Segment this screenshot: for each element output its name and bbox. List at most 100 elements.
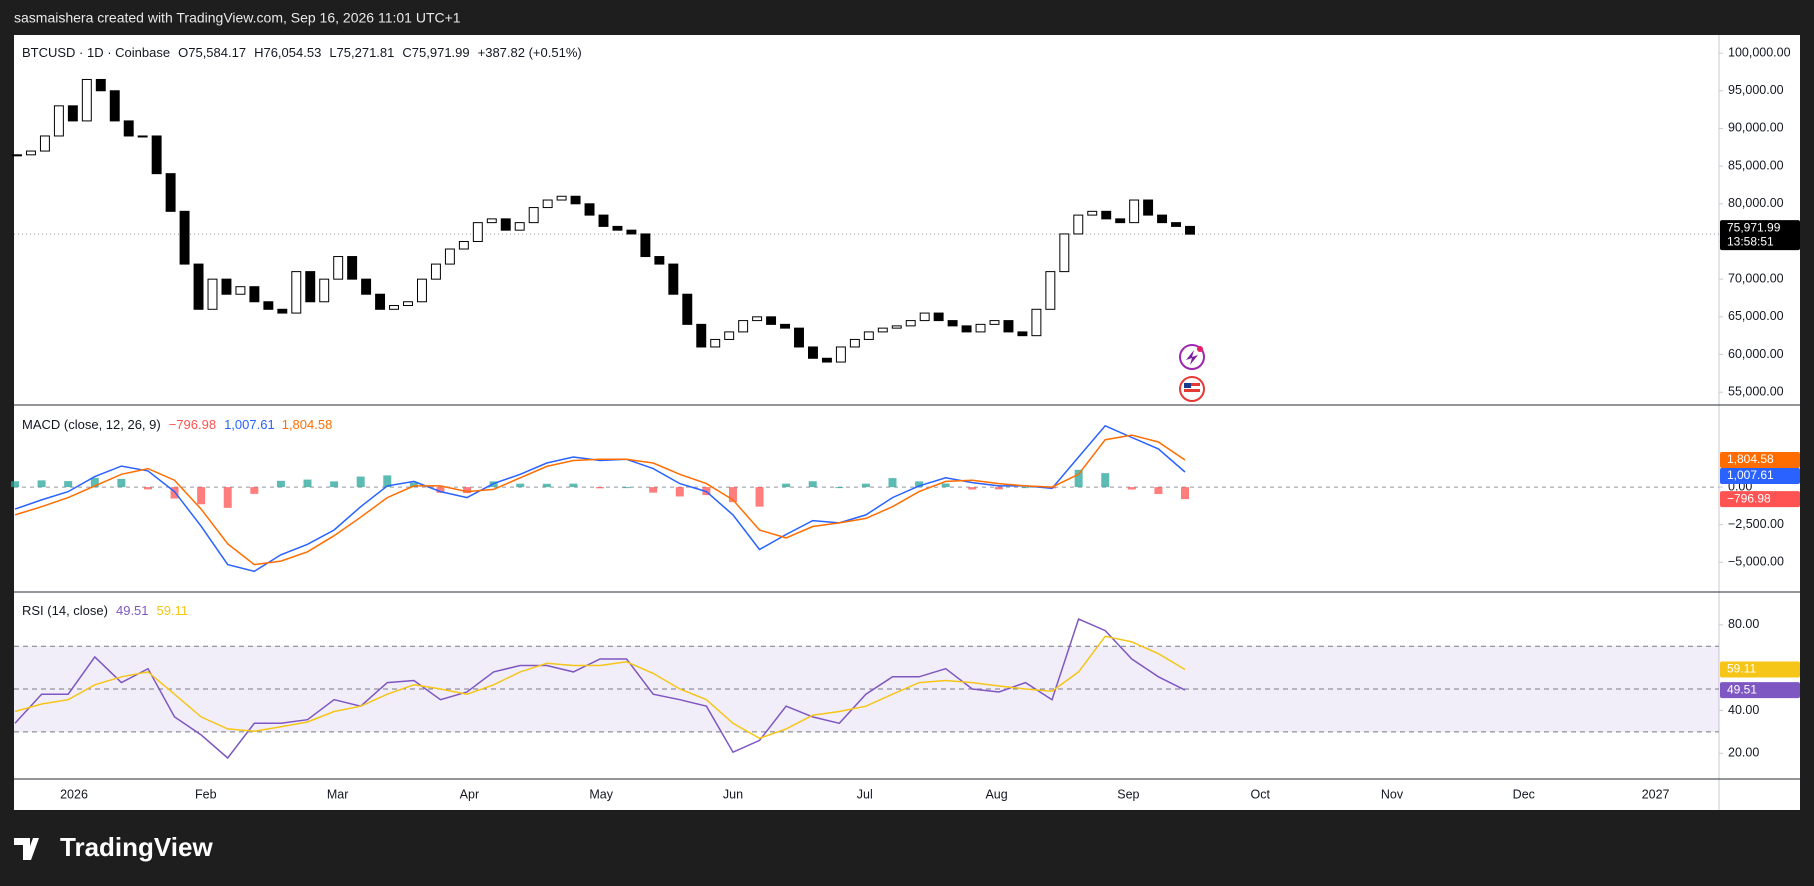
value-box-label: 49.51 xyxy=(1727,682,1757,696)
change: +387.82 (+0.51%) xyxy=(478,45,582,60)
candle-body xyxy=(598,214,609,227)
candle-body xyxy=(179,210,190,265)
candle-body xyxy=(12,154,22,157)
logo-text: TradingView xyxy=(60,832,213,862)
value-box xyxy=(1720,661,1800,678)
candle-body xyxy=(1157,214,1168,224)
candle-body xyxy=(891,325,902,329)
candle-body xyxy=(570,195,581,205)
value-box xyxy=(1720,682,1800,699)
candle-body xyxy=(696,323,707,348)
histogram-bar xyxy=(143,487,152,490)
candle-body xyxy=(1171,222,1182,227)
candle-body xyxy=(668,263,679,295)
candle-body xyxy=(109,90,120,122)
candle-body xyxy=(319,278,330,303)
ohlc-key: H xyxy=(254,45,263,60)
candle-body xyxy=(766,316,777,325)
candle-body xyxy=(710,338,721,348)
icon-canton xyxy=(1184,383,1191,388)
histogram-bar xyxy=(968,487,977,490)
histogram-bar xyxy=(888,478,897,488)
candle-body xyxy=(263,301,274,310)
value-box xyxy=(1720,491,1800,508)
candle-body xyxy=(835,346,846,363)
event-icon[interactable] xyxy=(1179,344,1205,370)
candle-body xyxy=(137,135,148,138)
histogram-bar xyxy=(330,481,339,488)
candle-body xyxy=(626,229,637,235)
candle-body xyxy=(333,256,344,280)
indicator-title: RSI (14, close) xyxy=(22,603,108,618)
candle-body xyxy=(821,357,832,363)
y-tick-label: 80,000.00 xyxy=(1728,196,1784,210)
candle-body xyxy=(1045,271,1056,310)
x-tick-label: Oct xyxy=(1250,787,1270,801)
candle-body xyxy=(738,320,749,333)
candle-body xyxy=(640,233,651,258)
histogram-bar xyxy=(90,477,99,488)
histogram-bar xyxy=(622,487,631,489)
candle-body xyxy=(947,320,958,327)
histogram-bar xyxy=(1181,487,1189,500)
candle-body xyxy=(514,222,525,231)
candle-body xyxy=(807,346,818,359)
legend: BTCUSD · 1D · Coinbase O75,584.17 H76,054.… xyxy=(22,45,582,60)
footer-logo[interactable]: TradingView xyxy=(14,832,213,862)
histogram-bar xyxy=(356,476,365,488)
candle-body xyxy=(877,327,888,333)
candle-body xyxy=(95,78,106,92)
y-tick-label: 70,000.00 xyxy=(1728,271,1784,285)
candle-body xyxy=(1031,308,1042,337)
rsi-band xyxy=(14,646,1719,732)
candle-body xyxy=(123,120,134,137)
candle-body xyxy=(361,278,372,295)
histogram-bar xyxy=(11,481,19,488)
x-tick-label: Jun xyxy=(723,787,743,801)
price-box xyxy=(1720,220,1800,251)
candle-body xyxy=(53,105,64,137)
histogram-bar xyxy=(64,481,73,488)
histogram-bar xyxy=(835,487,844,489)
candle-body xyxy=(752,316,763,322)
candle-body xyxy=(1017,331,1028,337)
histogram-bar xyxy=(197,487,206,505)
y-tick-label: 40.00 xyxy=(1728,703,1759,717)
histogram-bar xyxy=(755,487,764,507)
histogram-bar xyxy=(569,483,578,488)
candle-body xyxy=(305,271,316,303)
candle-body xyxy=(1073,214,1084,235)
candle-body xyxy=(151,135,162,175)
histogram-bar xyxy=(941,483,950,488)
flag-icon[interactable] xyxy=(1179,376,1205,402)
price-box-countdown: 13:58:51 xyxy=(1727,234,1774,248)
histogram-bar xyxy=(516,483,525,488)
x-tick-label: Apr xyxy=(460,787,479,801)
histogram-bar xyxy=(117,478,126,488)
candle-body xyxy=(654,256,665,265)
candle-body xyxy=(165,173,176,212)
indicator-line xyxy=(14,424,1186,573)
x-tick-label: Nov xyxy=(1381,787,1404,801)
histogram-bar xyxy=(915,481,924,488)
histogram-bar xyxy=(1074,469,1083,488)
legend-value: 59.11 xyxy=(157,603,189,618)
candle-body xyxy=(486,218,497,224)
candle-body xyxy=(458,240,469,250)
value-box-label: 1,804.58 xyxy=(1727,452,1774,466)
y-tick-label: 65,000.00 xyxy=(1728,309,1784,323)
candle-body xyxy=(682,293,693,325)
candle-body xyxy=(849,338,860,348)
y-tick-label: 100,000.00 xyxy=(1728,45,1791,59)
histogram-bar xyxy=(675,487,684,497)
legend-value: 1,804.58 xyxy=(282,417,333,432)
ohlc-value: 75,584.17 xyxy=(188,45,246,60)
logo-mark xyxy=(14,838,39,860)
candle-body xyxy=(221,278,232,295)
legend-value: 49.51 xyxy=(116,603,149,618)
candle-body xyxy=(584,203,595,216)
ohlc-key: L xyxy=(329,45,336,60)
candle-body xyxy=(472,222,483,242)
candle-body xyxy=(403,301,413,307)
